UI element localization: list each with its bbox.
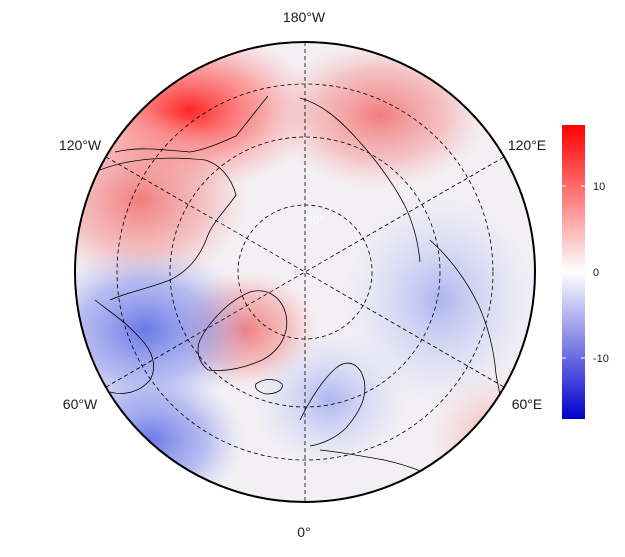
colorbar-tick-minus-10: -10 bbox=[562, 353, 609, 365]
scandinavia-coast bbox=[299, 362, 366, 447]
longitude-labels: 180°W 120°W 120°E 60°W 60°E 0° bbox=[59, 9, 546, 540]
hudson-bay-coast bbox=[94, 299, 154, 394]
anomaly-field bbox=[75, 42, 535, 502]
coastlines bbox=[94, 95, 513, 479]
colorbar-gradient bbox=[562, 125, 585, 419]
colorbar: 10 0 -10 bbox=[562, 125, 609, 419]
greenland-coast bbox=[197, 290, 288, 371]
map-boundary bbox=[74, 41, 536, 503]
alaska-coast bbox=[114, 95, 269, 153]
colorbar-tick-label-10: 10 bbox=[593, 181, 605, 193]
iceland-coast bbox=[255, 379, 283, 395]
graticule bbox=[105, 42, 505, 502]
longitude-label-180w: 180°W bbox=[283, 9, 326, 25]
canada-arctic-coast bbox=[99, 157, 237, 301]
latitude-label-80: 80° bbox=[306, 213, 324, 227]
siberia-warm-anomaly bbox=[270, 42, 490, 190]
colorbar-tick-label-minus-10: -10 bbox=[593, 353, 609, 365]
europe-cold-anomaly bbox=[250, 330, 410, 470]
colorbar-tick-10: 10 bbox=[562, 181, 605, 193]
longitude-label-60w: 60°W bbox=[63, 396, 98, 412]
longitude-label-0: 0° bbox=[297, 524, 310, 540]
north-america-cold-anomaly bbox=[75, 370, 245, 502]
colorbar-tick-label-0: 0 bbox=[593, 267, 599, 279]
longitude-label-60e: 60°E bbox=[512, 396, 543, 412]
longitude-label-120w: 120°W bbox=[59, 137, 102, 153]
colorbar-tick-0: 0 bbox=[562, 267, 599, 279]
siberia-coast bbox=[299, 97, 421, 263]
longitude-label-120e: 120°E bbox=[508, 137, 546, 153]
